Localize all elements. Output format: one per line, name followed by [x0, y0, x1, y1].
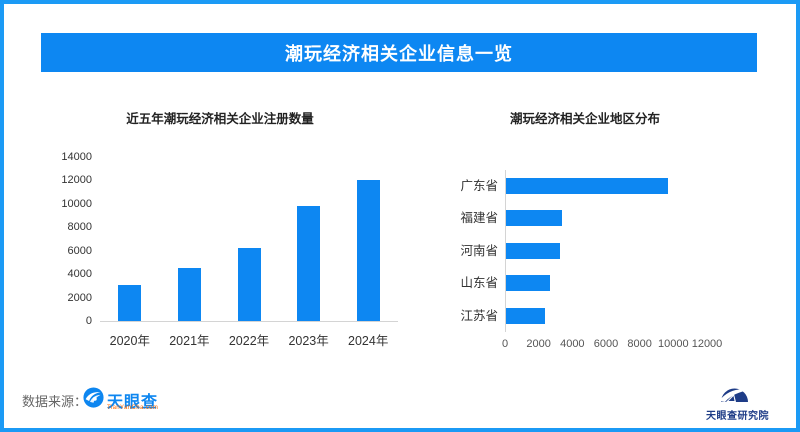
bar-江苏省 [506, 307, 545, 324]
y-axis-tick: 0 [85, 315, 92, 327]
research-institute-logo-icon [719, 388, 749, 402]
bar-2022年 [237, 248, 261, 321]
y-axis-tick: 14000 [61, 151, 92, 163]
x-axis-tick: 10000 [658, 338, 689, 350]
x-axis-tick: 2000 [526, 338, 551, 350]
bar-2020年 [118, 284, 142, 321]
x-category-label: 2021年 [169, 334, 210, 348]
bar-广东省 [506, 178, 668, 194]
y-axis-tick: 8000 [67, 221, 92, 234]
tianyancha-logo-icon [83, 387, 104, 408]
tianyancha-logo-url: TianYanCha.com [107, 405, 159, 411]
bar-2021年 [177, 268, 201, 321]
y-axis-tick: 6000 [67, 244, 92, 257]
data-source-label: 数据来源： [22, 394, 88, 409]
research-institute-name: 天眼查研究院 [706, 411, 769, 422]
bar-2024年 [356, 180, 380, 321]
y-category-label: 河南省 [460, 243, 498, 258]
y-category-label: 广东省 [460, 179, 498, 193]
x-category-label: 2020年 [109, 334, 150, 348]
y-axis-tick: 4000 [67, 268, 92, 281]
x-axis-tick: 12000 [691, 338, 723, 350]
region-bar-chart: 广东省福建省河南省山东省江苏省 0 2000 4000 6000 8000 10000 120… [420, 148, 750, 363]
registration-bar-chart: 0 2000 4000 6000 8000 10000 12000 14000 2020年 202… [55, 148, 400, 353]
x-axis-tick: 0 [501, 338, 509, 350]
bar-2023年 [297, 206, 321, 321]
region-chart-title: 潮玩经济相关企业地区分布 [509, 112, 660, 126]
y-axis-line [505, 170, 506, 332]
x-axis-tick: 6000 [593, 338, 619, 350]
bar-河南省 [506, 242, 560, 259]
x-axis-line [100, 321, 398, 322]
y-axis-tick: 2000 [67, 291, 92, 304]
bar-山东省 [506, 275, 550, 292]
x-category-label: 2022年 [228, 334, 270, 348]
x-axis-tick: 4000 [560, 338, 585, 350]
registration-chart-title: 近五年潮玩经济相关企业注册数量 [126, 112, 314, 126]
x-category-label: 2023年 [288, 334, 329, 348]
x-axis-tick: 8000 [627, 338, 652, 350]
y-axis-tick: 10000 [61, 197, 92, 210]
x-category-label: 2024年 [348, 334, 389, 348]
bar-福建省 [506, 210, 562, 227]
y-category-label: 福建省 [460, 211, 498, 226]
tianyancha-logo-text: 天眼查 [107, 394, 159, 411]
y-category-label: 山东省 [460, 276, 498, 291]
header-bar: 潮玩经济相关企业信息一览 [41, 33, 757, 72]
y-axis-tick: 12000 [61, 174, 92, 187]
y-category-label: 江苏省 [460, 308, 498, 323]
page-title: 潮玩经济相关企业信息一览 [285, 43, 513, 64]
